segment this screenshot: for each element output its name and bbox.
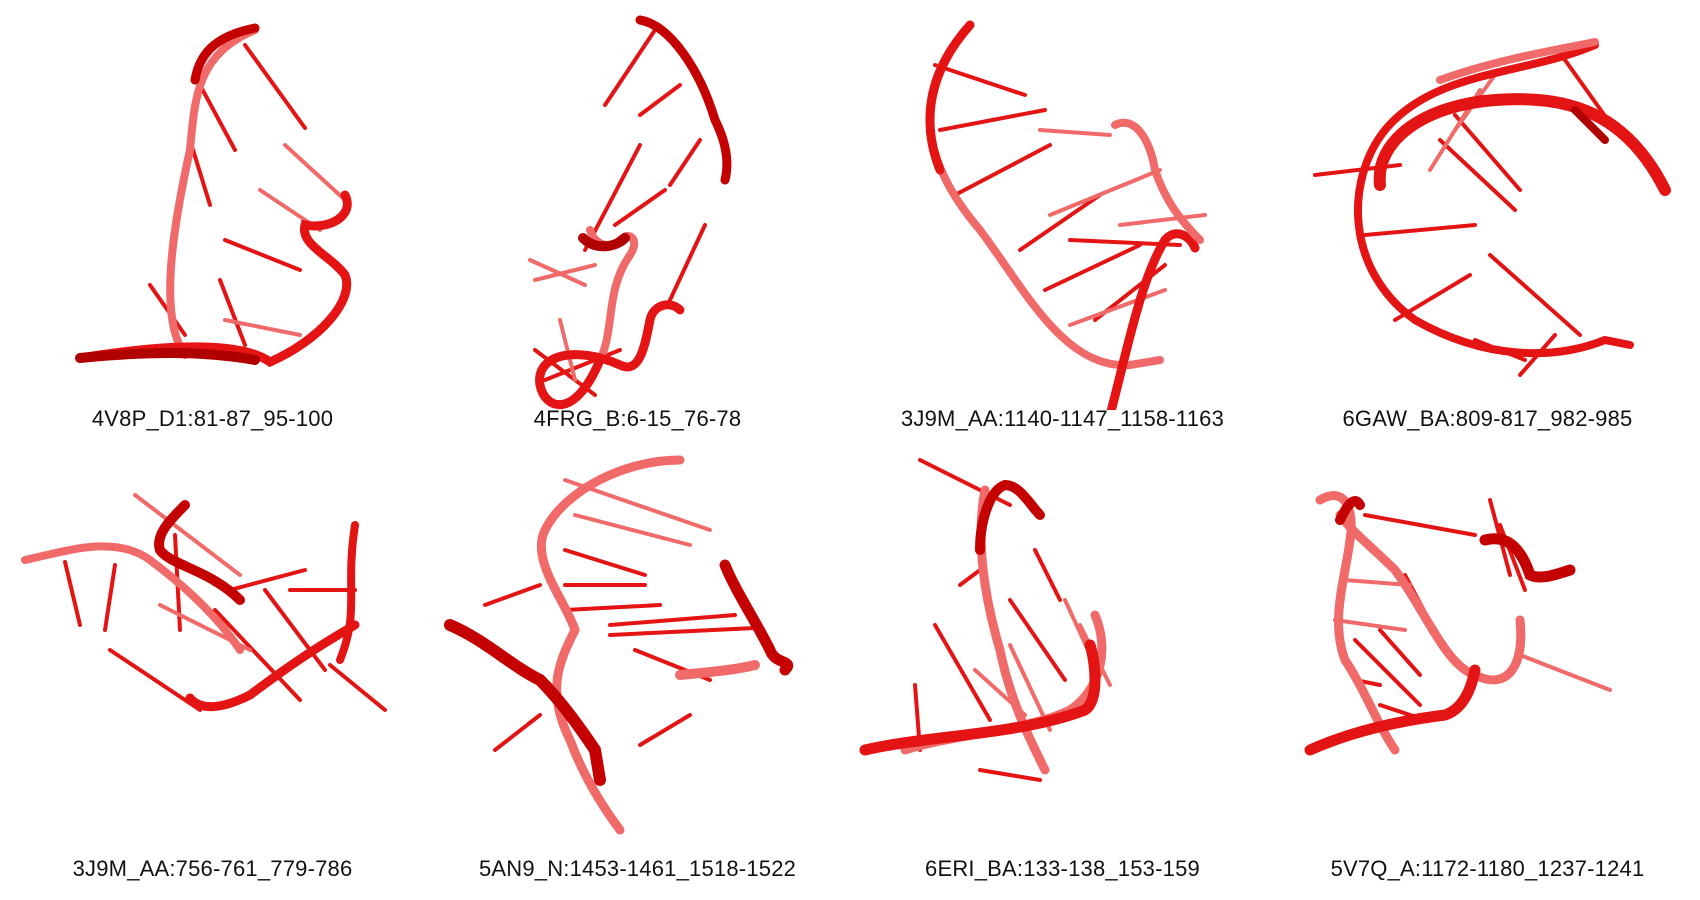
rna-ribbon-image-8 xyxy=(1304,491,1612,756)
structure-label-8: 5V7Q_A:1172-1180_1237-1241 xyxy=(1330,856,1645,881)
structure-label-7: 6ERI_BA:133-138_153-159 xyxy=(925,856,1200,881)
rna-ribbon-image-3 xyxy=(925,20,1207,410)
structure-label-3: 3J9M_AA:1140-1147_1158-1163 xyxy=(900,406,1224,431)
structure-label-4: 6GAW_BA:809-817_982-985 xyxy=(1342,406,1633,431)
rna-panel-1: 4V8P_D1:81-87_95-100 xyxy=(0,0,425,450)
rna-ribbon-image-7 xyxy=(859,458,1112,782)
rna-ribbon-image-4 xyxy=(1313,38,1671,377)
rna-panel-8: 5V7Q_A:1172-1180_1237-1241 xyxy=(1275,450,1700,900)
rna-panel-3: 3J9M_AA:1140-1147_1158-1163 xyxy=(850,0,1275,450)
rna-panel-5: 3J9M_AA:756-761_779-786 xyxy=(0,450,425,900)
rna-ribbon-image-5 xyxy=(21,493,387,712)
rna-ribbon-image-1 xyxy=(75,23,352,368)
rna-panel-6: 5AN9_N:1453-1461_1518-1522 xyxy=(425,450,850,900)
rna-panel-2: 4FRG_B:6-15_76-78 xyxy=(425,0,850,450)
rna-panel-4: 6GAW_BA:809-817_982-985 xyxy=(1275,0,1700,450)
rna-ribbon-image-2 xyxy=(528,15,732,409)
rna-ribbon-image-6 xyxy=(444,455,794,835)
structure-label-2: 4FRG_B:6-15_76-78 xyxy=(533,406,742,431)
structure-label-6: 5AN9_N:1453-1461_1518-1522 xyxy=(478,856,797,881)
structure-label-5: 3J9M_AA:756-761_779-786 xyxy=(72,856,353,881)
structure-label-1: 4V8P_D1:81-87_95-100 xyxy=(91,406,334,431)
rna-panel-7: 6ERI_BA:133-138_153-159 xyxy=(850,450,1275,900)
